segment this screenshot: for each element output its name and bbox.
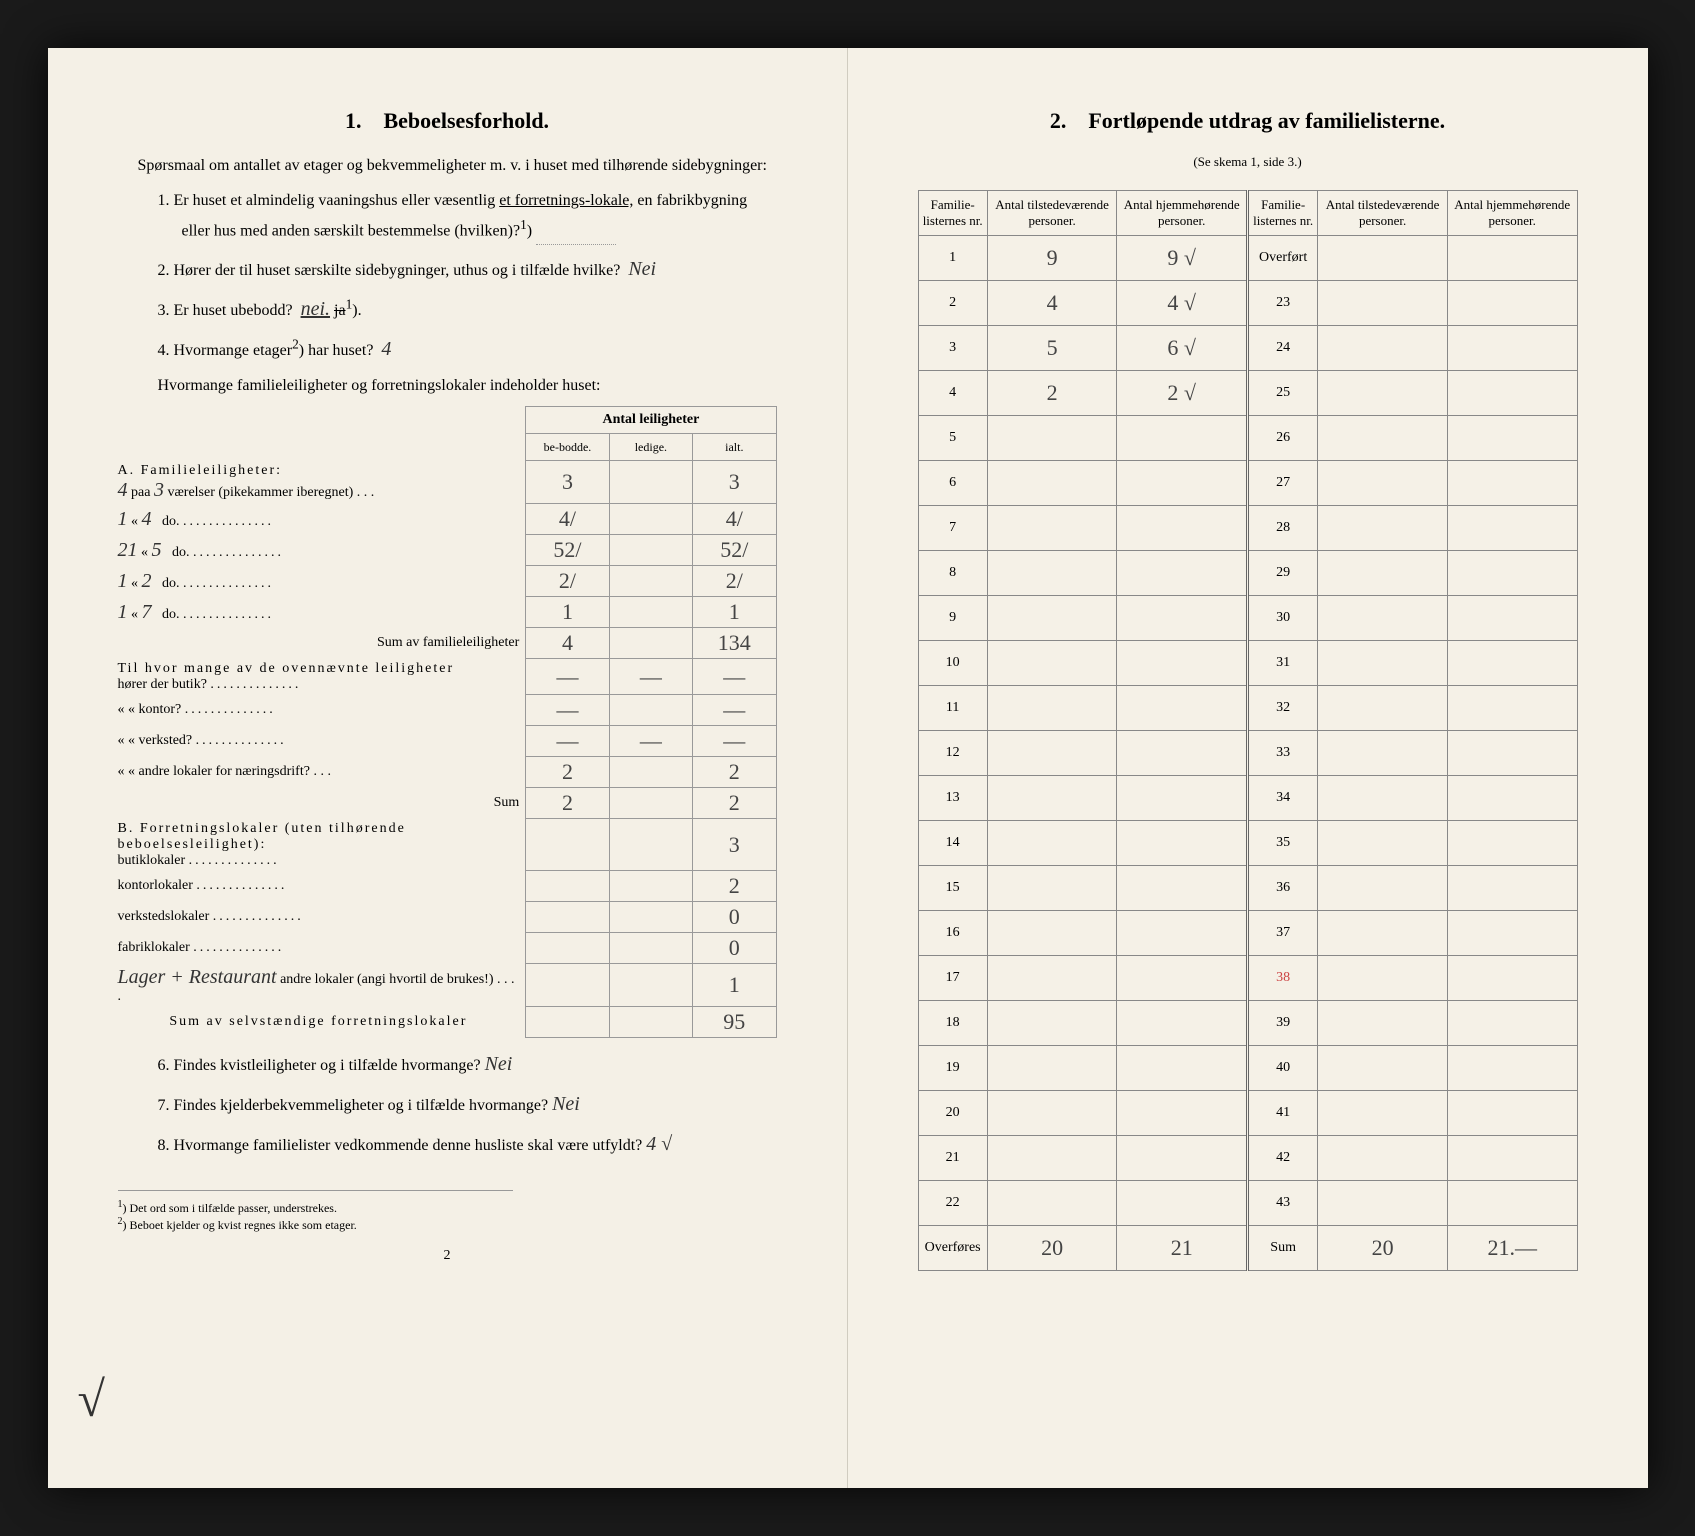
questions: 1. Er huset et almindelig vaaningshus el… [158, 188, 777, 398]
table-row: 1637 [918, 911, 1577, 956]
q4-answer: 4 [381, 338, 391, 360]
table-row: 1940 [918, 1046, 1577, 1091]
table-row: 2142 [918, 1136, 1577, 1181]
table-row: 356 √24 [918, 326, 1577, 371]
checkmark-icon: √ [78, 1370, 105, 1428]
q3: 3. Er huset ubebodd? nei. ja1). [158, 293, 777, 325]
table-row: 829 [918, 551, 1577, 596]
sum-h: 21.— [1447, 1226, 1577, 1271]
table-row: 422 √25 [918, 371, 1577, 416]
q3-answer: nei. [301, 298, 330, 320]
table-row: 930 [918, 596, 1577, 641]
table-row: 2041 [918, 1091, 1577, 1136]
sum-t: 20 [1318, 1226, 1448, 1271]
table-row: 1031 [918, 641, 1577, 686]
page-number: 2 [118, 1248, 777, 1264]
q8: 8. Hvormange familielister vedkommende d… [158, 1128, 777, 1160]
sum-label: Sum [1247, 1226, 1317, 1271]
table-row: 199 √Overført [918, 236, 1577, 281]
leilighet-table: Antal leiligheter be-bodde. ledige. ialt… [118, 406, 777, 1038]
q7: 7. Findes kjelderbekvemmeligheter og i t… [158, 1088, 777, 1120]
table-row: 1334 [918, 776, 1577, 821]
table-row: 1435 [918, 821, 1577, 866]
table-row: 1839 [918, 1001, 1577, 1046]
table-row: 1536 [918, 866, 1577, 911]
left-page: 1. Beboelsesforhold. Spørsmaal om antall… [48, 48, 848, 1488]
table-row: 1233 [918, 731, 1577, 776]
title-text: Fortløpende utdrag av familielisterne. [1088, 108, 1445, 133]
title-text: Beboelsesforhold. [383, 108, 549, 133]
overfores-label: Overføres [918, 1226, 987, 1271]
section-num: 1. [345, 108, 362, 133]
overfores-h: 21 [1117, 1226, 1248, 1271]
right-page: 2. Fortløpende utdrag av familielisterne… [848, 48, 1648, 1488]
section-num: 2. [1050, 108, 1067, 133]
table-row: 627 [918, 461, 1577, 506]
q6: 6. Findes kvistleiligheter og i tilfælde… [158, 1048, 777, 1080]
q2-answer: Nei [628, 258, 656, 280]
q5: Hvormange familieleiligheter og forretni… [158, 373, 777, 399]
table-row: 728 [918, 506, 1577, 551]
table-row: 1738 [918, 956, 1577, 1001]
q1: 1. Er huset et almindelig vaaningshus el… [158, 188, 777, 245]
family-table: Familie-listernes nr. Antal tilstedevære… [918, 190, 1578, 1271]
questions-lower: 6. Findes kvistleiligheter og i tilfælde… [158, 1048, 777, 1160]
section-a-label: A. Familieleiligheter: 4 paa 3 værelser … [118, 461, 526, 504]
table-row: 2243 [918, 1181, 1577, 1226]
q4: 4. Hvormange etager2) har huset? 4 [158, 333, 777, 365]
q2: 2. Hører der til huset særskilte sidebyg… [158, 253, 777, 285]
footnotes: 1) Det ord som i tilfælde passer, unders… [118, 1190, 513, 1233]
right-title: 2. Fortløpende utdrag av familielisterne… [918, 108, 1578, 134]
left-title: 1. Beboelsesforhold. [118, 108, 777, 134]
table-row: 526 [918, 416, 1577, 461]
book-spread: 1. Beboelsesforhold. Spørsmaal om antall… [48, 48, 1648, 1488]
subtitle: (Se skema 1, side 3.) [918, 154, 1578, 170]
table-row: 1132 [918, 686, 1577, 731]
intro: Spørsmaal om antallet av etager og bekve… [118, 154, 777, 178]
overfores-t: 20 [987, 1226, 1117, 1271]
table-row: 244 √23 [918, 281, 1577, 326]
